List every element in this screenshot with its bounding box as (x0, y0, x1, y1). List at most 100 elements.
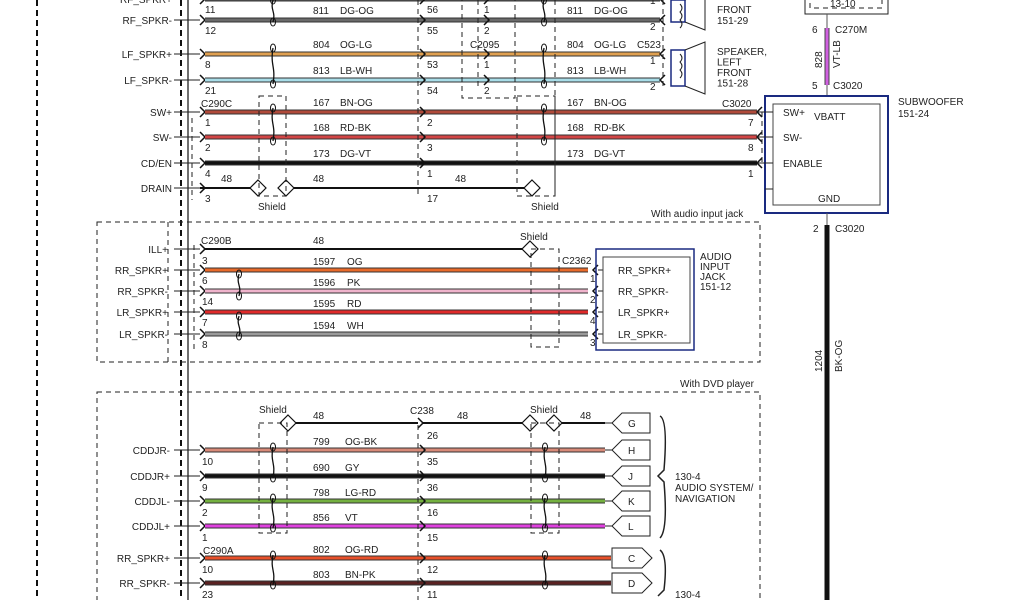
connector-arrow-icon (199, 74, 207, 86)
signal-label-5: SW- (153, 133, 172, 144)
speaker-rf-label: 151-29 (717, 16, 749, 27)
circuit-number: 811 (313, 6, 329, 17)
wire-color-code: DG-VT (594, 149, 625, 160)
signal-label-4: RR_SPKR+ (117, 554, 170, 565)
wire-color-code: LG-RD (345, 488, 376, 499)
pin-number: 7 (202, 318, 208, 329)
circuit-number: 813 (313, 66, 330, 77)
wire-color-code: RD (347, 299, 361, 310)
shield-diamond-icon (249, 179, 267, 197)
pin-number: 1 (484, 5, 490, 16)
circuit-number: 798 (313, 488, 330, 499)
pin-number: 21 (205, 86, 217, 97)
wire-color-code: DG-OG (340, 6, 374, 17)
connector-arrow-icon (199, 48, 207, 60)
pin-box (611, 490, 651, 512)
pin-number: 4 (205, 169, 211, 180)
twisted-pair-icon (542, 0, 546, 23)
circuit-number: 168 (313, 123, 330, 134)
section-label: With audio input jack (651, 209, 744, 220)
twist-loop-icon (270, 79, 276, 89)
pin-number: 11 (427, 590, 438, 600)
jack-inner (602, 256, 691, 344)
pin-number: 11 (205, 5, 216, 16)
wire-color-code: RD-BK (340, 123, 371, 134)
circuit-number: 803 (313, 570, 330, 581)
drain-circuit: 48 (457, 411, 469, 422)
fuse-box-label: 13-10 (830, 0, 856, 10)
connector-label: C3020 (722, 99, 752, 110)
connector-arrow-icon (199, 285, 207, 297)
fuse-box (804, 0, 889, 15)
twist-loop-icon (542, 493, 548, 503)
circuit-number: 802 (313, 545, 330, 556)
speaker-rf-label: RIGHT (717, 0, 748, 3)
signal-label-2: RR_SPKR- (117, 287, 168, 298)
jack-pin-label: RR_SPKR+ (618, 266, 671, 277)
pin-number: 1 (484, 60, 490, 71)
twist-loop-icon (541, 79, 547, 89)
twist-loop-icon (270, 136, 276, 146)
signal-label-3: LR_SPKR+ (117, 308, 169, 319)
cavity-pin-pin_end: H (611, 439, 651, 461)
connector-label: C290B (201, 236, 232, 247)
pin-number: 10 (202, 457, 214, 468)
twist-loop-icon (236, 291, 242, 301)
connector-arrow-icon (483, 0, 490, 5)
wire-color-code: BK-OG (834, 340, 845, 372)
module-ref: 130-4 (675, 472, 701, 483)
signal-label-5: RR_SPKR- (119, 579, 170, 590)
pin-number: 2 (590, 295, 596, 306)
pin-number: 12 (205, 26, 217, 37)
wire-color-code: OG-LG (594, 40, 626, 51)
circuit-number: 799 (313, 437, 330, 448)
shield-label: Shield (258, 202, 286, 213)
pin-number: 16 (427, 508, 439, 519)
wire-color-code: OG (347, 257, 363, 268)
shield-box (530, 248, 560, 348)
pin-number: 10 (202, 565, 214, 576)
drain-circuit: 48 (455, 174, 467, 185)
twist-loop-icon (270, 103, 276, 113)
pin-number: 3 (205, 194, 211, 205)
shield-label: Shield (531, 202, 559, 213)
pin-box (611, 439, 651, 461)
pin-number: 14 (202, 297, 214, 308)
shield-label: Shield (520, 232, 548, 243)
jack-box (595, 248, 695, 351)
cavity-pin-drain_pin_end: G (611, 412, 651, 434)
pin-number: 1 (748, 169, 754, 180)
connector-arrow-icon (419, 577, 427, 589)
twisted-pair-icon (271, 0, 275, 23)
speaker-right-front-icon (670, 0, 706, 31)
pin-number: 55 (427, 26, 439, 37)
subwoofer-inner (772, 103, 881, 206)
jack-pin-label: LR_SPKR- (618, 330, 667, 341)
signal-label-0: CDDJR- (133, 446, 170, 457)
cavity-pin-pin_end: J (611, 465, 651, 487)
twist-loop-icon (236, 311, 242, 321)
pin-number: 1 (427, 169, 433, 180)
twist-loop-icon (270, 493, 276, 503)
circuit-number: 811 (567, 6, 583, 17)
jack-title: 151-12 (700, 282, 732, 293)
twist-loop-icon (236, 331, 242, 341)
pin-letter: L (628, 522, 634, 533)
section-label: With DVD player (680, 379, 755, 390)
connector-label: C2362 (562, 256, 592, 267)
circuit-number: 1204 (814, 349, 825, 372)
connector-arrow-icon (199, 520, 207, 532)
subwoofer-pin-label: SW+ (783, 108, 805, 119)
pin-number: 2 (427, 118, 433, 129)
connector-arrow-icon (419, 495, 427, 507)
circuit-number: 1595 (313, 299, 336, 310)
wire-color-code: LB-WH (340, 66, 372, 77)
pin-number: 2 (202, 508, 208, 519)
connector-arrow-icon (199, 444, 207, 456)
twisted-pair-icon (237, 315, 241, 337)
pin-letter: J (628, 472, 633, 483)
signal-label-4: LR_SPKR- (119, 330, 168, 341)
pin-number: 17 (427, 194, 439, 205)
jack-title: AUDIO (700, 252, 732, 263)
twist-loop-icon (542, 523, 548, 533)
